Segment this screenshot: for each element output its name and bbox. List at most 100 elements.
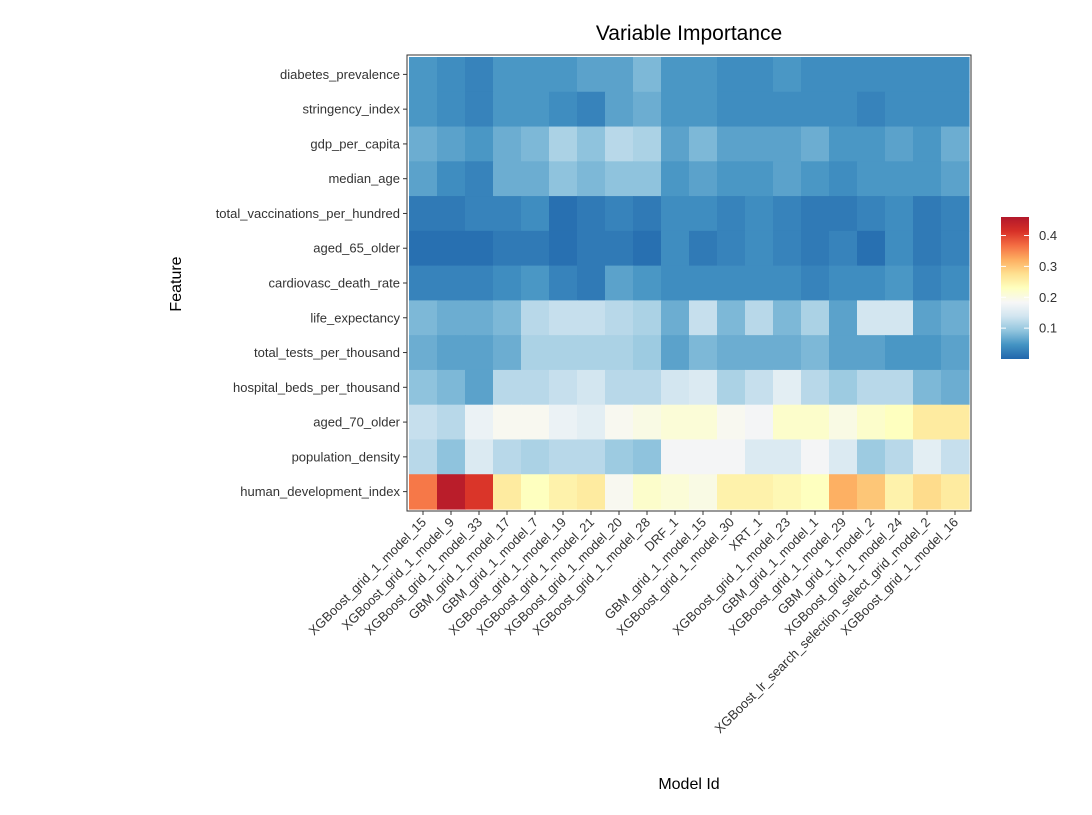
heatmap-cell bbox=[689, 126, 718, 162]
colorbar bbox=[1001, 217, 1029, 359]
heatmap-cell bbox=[941, 404, 970, 441]
heatmap-cell bbox=[521, 230, 550, 267]
chart-title: Variable Importance bbox=[596, 22, 782, 45]
heatmap-cell bbox=[661, 439, 690, 475]
x-axis-title: Model Id bbox=[658, 776, 719, 793]
heatmap-cell bbox=[661, 474, 690, 510]
heatmap-cell bbox=[437, 300, 466, 336]
heatmap-cell bbox=[661, 265, 690, 301]
heatmap-cell bbox=[857, 439, 886, 475]
heatmap-cell bbox=[829, 474, 858, 510]
heatmap-cell bbox=[857, 230, 886, 267]
heatmap-cell bbox=[801, 439, 830, 475]
heatmap-cell bbox=[633, 474, 662, 510]
heatmap-cell bbox=[857, 404, 886, 441]
heatmap-cell bbox=[913, 196, 942, 232]
heatmap-cell bbox=[549, 335, 578, 371]
y-tick-label: gdp_per_capita bbox=[310, 136, 400, 151]
heatmap-cell bbox=[549, 404, 578, 441]
heatmap-cell bbox=[801, 230, 830, 267]
heatmap-cell bbox=[493, 404, 522, 441]
heatmap-cell bbox=[801, 369, 830, 406]
heatmap-cell bbox=[941, 91, 970, 128]
heatmap-cell bbox=[409, 300, 438, 336]
heatmap-cell bbox=[633, 126, 662, 162]
heatmap-cell bbox=[549, 300, 578, 336]
heatmap-cell bbox=[465, 230, 494, 267]
heatmap-cell bbox=[829, 300, 858, 336]
heatmap-cell bbox=[605, 57, 634, 93]
heatmap-cell bbox=[801, 404, 830, 441]
heatmap-cell bbox=[521, 439, 550, 475]
y-tick-label: total_vaccinations_per_hundred bbox=[216, 206, 400, 221]
heatmap-cell bbox=[689, 439, 718, 475]
heatmap-cell bbox=[829, 196, 858, 232]
heatmap-cell bbox=[773, 91, 802, 128]
heatmap-cell bbox=[493, 474, 522, 510]
heatmap-cell bbox=[801, 57, 830, 93]
heatmap-cell bbox=[689, 474, 718, 510]
heatmap-cell bbox=[941, 300, 970, 336]
heatmap-cell bbox=[437, 196, 466, 232]
y-axis-title: Feature bbox=[168, 256, 185, 311]
heatmap-cell bbox=[913, 335, 942, 371]
colorbar-tick-label: 0.3 bbox=[1039, 259, 1057, 274]
heatmap-cell bbox=[689, 196, 718, 232]
heatmap-cell bbox=[829, 439, 858, 475]
y-tick-label: diabetes_prevalence bbox=[280, 67, 400, 82]
heatmap-cell bbox=[717, 126, 746, 162]
heatmap-cell bbox=[633, 57, 662, 93]
heatmap-cell bbox=[913, 126, 942, 162]
heatmap-cell bbox=[521, 91, 550, 128]
heatmap-cell bbox=[437, 439, 466, 475]
heatmap-cell bbox=[717, 265, 746, 301]
y-tick-label: aged_65_older bbox=[313, 241, 400, 256]
heatmap-cell bbox=[465, 196, 494, 232]
heatmap-cell bbox=[745, 91, 774, 128]
heatmap-cell bbox=[829, 126, 858, 162]
heatmap-cell bbox=[857, 161, 886, 197]
heatmap-cell bbox=[941, 369, 970, 406]
heatmap-cell bbox=[773, 474, 802, 510]
heatmap-cell bbox=[521, 404, 550, 441]
heatmap-cell bbox=[773, 439, 802, 475]
y-tick-label: total_tests_per_thousand bbox=[254, 345, 400, 360]
heatmap-cell bbox=[857, 369, 886, 406]
heatmap-cell bbox=[857, 91, 886, 128]
x-tick-label: XGBoost_grid_1_model_15 bbox=[306, 515, 430, 639]
heatmap-cell bbox=[493, 161, 522, 197]
heatmap-cell bbox=[633, 196, 662, 232]
heatmap-cell bbox=[409, 91, 438, 128]
heatmap-cell bbox=[577, 57, 606, 93]
heatmap-cell bbox=[521, 300, 550, 336]
heatmap-cell bbox=[409, 57, 438, 93]
heatmap-cell bbox=[885, 196, 914, 232]
heatmap-cell bbox=[661, 57, 690, 93]
heatmap-cell bbox=[549, 161, 578, 197]
heatmap-cell bbox=[465, 474, 494, 510]
heatmap-cell bbox=[633, 369, 662, 406]
heatmap-cell bbox=[549, 439, 578, 475]
heatmap-cell bbox=[465, 439, 494, 475]
heatmap-cell bbox=[661, 91, 690, 128]
heatmap-cell bbox=[717, 91, 746, 128]
heatmap-cell bbox=[409, 474, 438, 510]
heatmap-cell bbox=[493, 91, 522, 128]
heatmap-cell bbox=[689, 404, 718, 441]
y-tick-label: median_age bbox=[328, 171, 400, 186]
heatmap-cell bbox=[633, 91, 662, 128]
heatmap-cell bbox=[941, 265, 970, 301]
heatmap-cell bbox=[745, 196, 774, 232]
heatmap-cell bbox=[913, 91, 942, 128]
heatmap-cell bbox=[465, 91, 494, 128]
heatmap-cell bbox=[521, 474, 550, 510]
heatmap-cell bbox=[885, 369, 914, 406]
heatmap-cell bbox=[885, 161, 914, 197]
heatmap-cell bbox=[745, 230, 774, 267]
color-legend: 0.1 0.2 0.3 0.4 bbox=[1001, 217, 1057, 359]
heatmap-cell bbox=[941, 335, 970, 371]
heatmap-cell bbox=[521, 265, 550, 301]
heatmap-cell bbox=[521, 335, 550, 371]
heatmap-cell bbox=[409, 196, 438, 232]
heatmap-cell bbox=[437, 404, 466, 441]
